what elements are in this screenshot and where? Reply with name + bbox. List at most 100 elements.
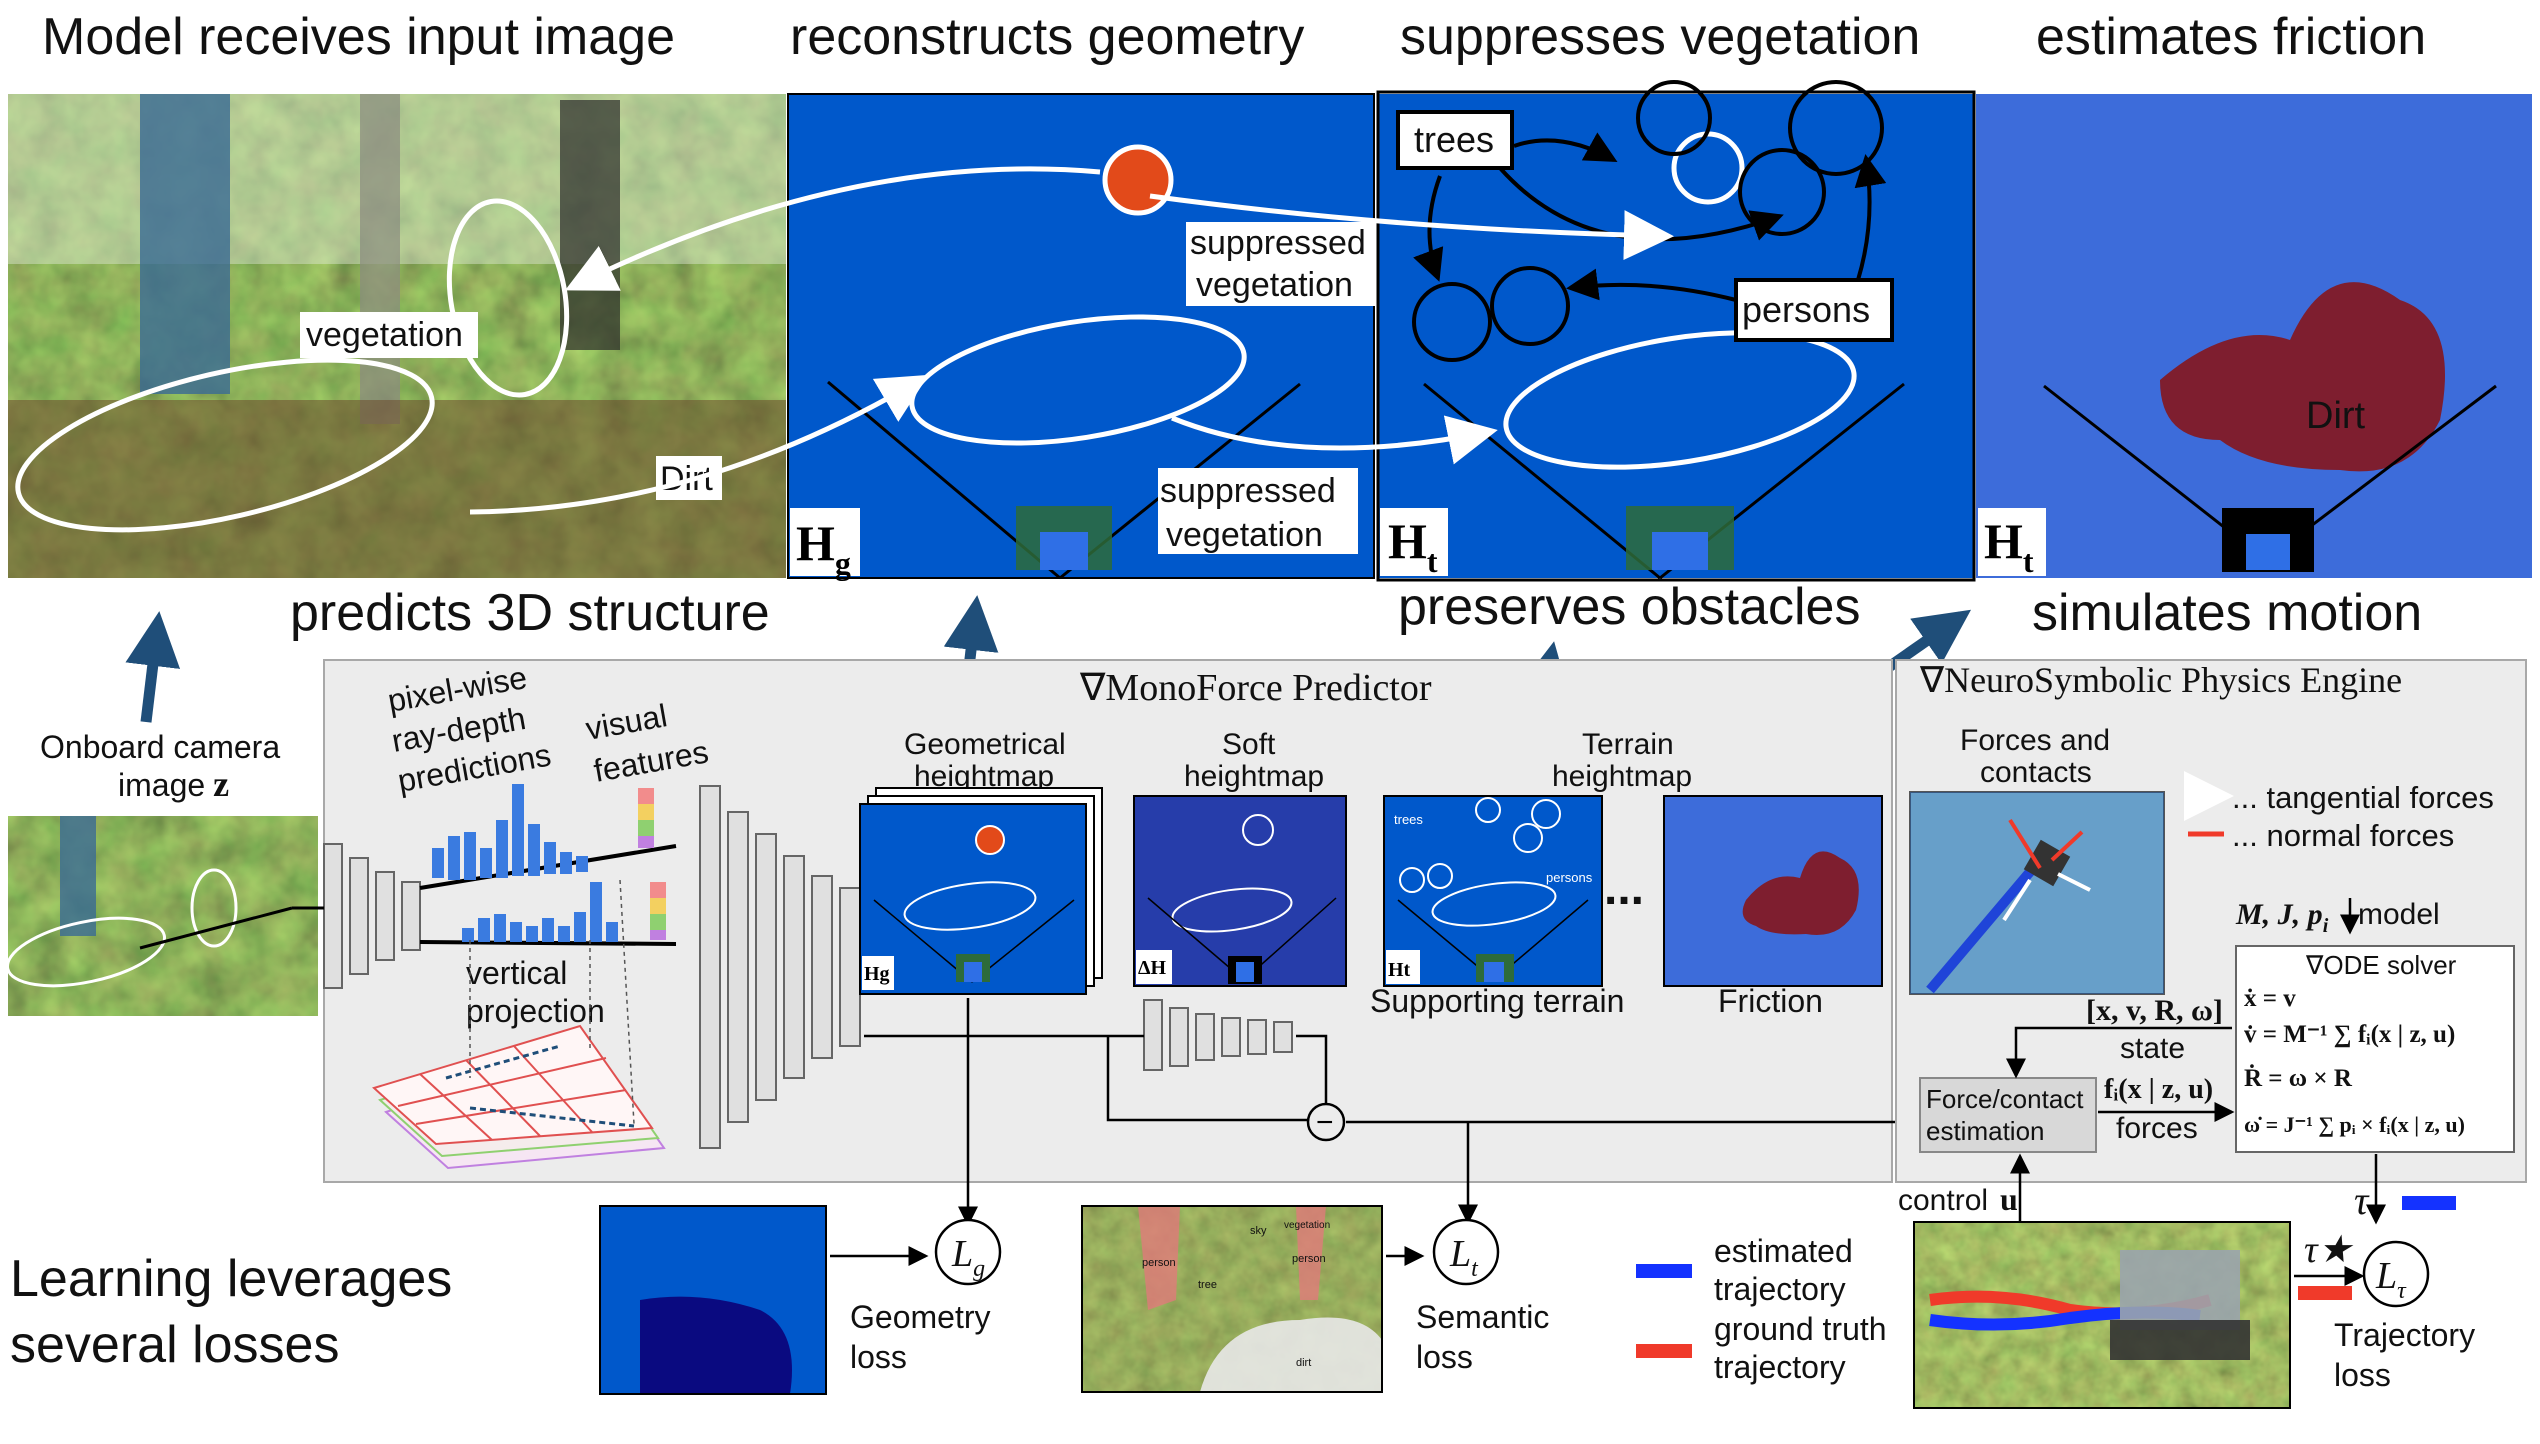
seg-person-1: person bbox=[1142, 1257, 1176, 1269]
person-figure bbox=[560, 100, 620, 350]
subtract-symbol: − bbox=[1316, 1106, 1334, 1139]
cross-panel-arrows bbox=[469, 166, 1674, 515]
seg-dirt: dirt bbox=[1296, 1357, 1311, 1369]
loss-node-semantic: Lt bbox=[1432, 1218, 1500, 1286]
ode-title: ∇ODE solver bbox=[2305, 950, 2457, 980]
terrain-heightmap-panel: trees persons Ht bbox=[1376, 80, 1976, 582]
force-contact-box: Force/contact estimation bbox=[1919, 1077, 2097, 1153]
label-semantic-loss-2: loss bbox=[1416, 1339, 1473, 1375]
label-friction: Friction bbox=[1718, 983, 1823, 1019]
label-projection: projection bbox=[466, 993, 605, 1029]
person-figure bbox=[140, 94, 230, 394]
friction-thumb bbox=[1663, 795, 1883, 987]
label-control: control u bbox=[1898, 1181, 2018, 1217]
label-vertical: vertical bbox=[466, 955, 567, 991]
tree-blob bbox=[1102, 144, 1174, 216]
monoforce-title: ∇MonoForce Predictor bbox=[1079, 667, 1432, 709]
camera-thumbnail bbox=[5, 816, 318, 1016]
ode-solver-box: ∇ODE solver ẋ = v v̇ = M⁻¹ ∑ fᵢ(x | z, u… bbox=[2235, 945, 2515, 1153]
physics-connections bbox=[2006, 1026, 2386, 1270]
ellipsis: ... bbox=[1604, 862, 1644, 915]
legend-gt-swatch bbox=[1636, 1344, 1692, 1358]
label-soft: Soft bbox=[1222, 728, 1276, 761]
title-simulates-motion: simulates motion bbox=[2032, 584, 2422, 642]
seg-person-2: person bbox=[1292, 1253, 1326, 1265]
label-trajectory-loss-2: loss bbox=[2334, 1357, 2391, 1393]
label-geometry-loss-2: loss bbox=[850, 1339, 907, 1375]
depth-histogram-lower bbox=[462, 882, 618, 942]
thumb-hg: Hg bbox=[864, 963, 890, 985]
tau-symbol: τ bbox=[2354, 1178, 2370, 1223]
ht-symbol-friction: Ht bbox=[1984, 513, 2034, 579]
svg-text:Lt: Lt bbox=[1449, 1233, 1479, 1282]
thumb-trees: trees bbox=[1394, 812, 1423, 827]
vegetation-ellipse bbox=[446, 198, 570, 398]
seg-tree: tree bbox=[1198, 1279, 1217, 1291]
title-predicts-3d: predicts 3D structure bbox=[290, 584, 770, 642]
monoforce-connections bbox=[864, 998, 1898, 1227]
depth-histogram-upper bbox=[432, 784, 588, 880]
vegetation-ellipse bbox=[15, 357, 435, 533]
photo-label-vegetation: vegetation bbox=[306, 316, 463, 354]
thumb-ht: Ht bbox=[1388, 959, 1411, 981]
label-trees: trees bbox=[1414, 119, 1494, 160]
legend-estimated-1: estimated bbox=[1714, 1233, 1853, 1269]
seg-sky: sky bbox=[1250, 1225, 1267, 1237]
title-estimates-friction: estimates friction bbox=[2036, 8, 2426, 66]
model-vars: M, J, pi bbox=[2235, 898, 2329, 937]
label-state: state bbox=[2120, 1032, 2185, 1065]
ode-eq1: ẋ = v bbox=[2244, 985, 2296, 1012]
suppressed-label-2b: vegetation bbox=[1166, 516, 1323, 554]
label-model: model bbox=[2358, 898, 2440, 931]
projection-grid bbox=[372, 879, 666, 1170]
encoder-blocks bbox=[323, 843, 421, 989]
label-forces-and: Forces and bbox=[1960, 724, 2110, 757]
thumb-dh: ΔH bbox=[1138, 957, 1167, 979]
svg-text:Lτ: Lτ bbox=[2375, 1255, 2407, 1304]
geometry-gt-map bbox=[599, 1205, 827, 1395]
label-persons: persons bbox=[1742, 289, 1870, 330]
label-semantic-loss: Semantic bbox=[1416, 1299, 1549, 1335]
legend-estimated-swatch bbox=[1636, 1264, 1692, 1278]
fc-line1: Force/contact bbox=[1926, 1084, 2084, 1114]
label-supporting-terrain: Supporting terrain bbox=[1370, 983, 1624, 1019]
legend-gt-2: trajectory bbox=[1714, 1349, 1846, 1385]
friction-map-panel: Dirt Ht bbox=[1976, 94, 2532, 579]
input-camera-photo: vegetation Dirt bbox=[8, 94, 786, 578]
terrain-heightmap-thumb: trees persons Ht bbox=[1383, 795, 1603, 987]
label-trajectory-loss: Trajectory bbox=[2334, 1317, 2475, 1353]
camera-label-line1: Onboard camera bbox=[40, 729, 280, 765]
label-contacts: contacts bbox=[1980, 756, 2092, 789]
tau-star-symbol: τ★ bbox=[2304, 1229, 2354, 1271]
losses-heading-line1: Learning leverages bbox=[10, 1250, 452, 1308]
title-reconstructs-geometry: reconstructs geometry bbox=[790, 8, 1304, 66]
label-geometry-loss: Geometry bbox=[850, 1299, 990, 1335]
legend-normal: ... normal forces bbox=[2232, 818, 2454, 853]
legend-gt-1: ground truth bbox=[1714, 1311, 1887, 1347]
dirt-region bbox=[2160, 282, 2445, 472]
fc-line2: estimation bbox=[1926, 1116, 2045, 1146]
loss-node-geometry: Lg bbox=[934, 1218, 1002, 1286]
legend-estimated-2: trajectory bbox=[1714, 1271, 1846, 1307]
suppressed-label-1: suppressed bbox=[1190, 224, 1366, 262]
title-input-image: Model receives input image bbox=[42, 8, 675, 66]
decoder-blocks bbox=[1143, 999, 1293, 1071]
tau-star-swatch bbox=[2298, 1286, 2352, 1300]
suppressed-label-1b: vegetation bbox=[1196, 266, 1353, 304]
friction-label-dirt: Dirt bbox=[2306, 395, 2366, 437]
title-suppresses-vegetation: suppresses vegetation bbox=[1400, 8, 1920, 66]
label-terrain: Terrain bbox=[1582, 728, 1674, 761]
geometry-heightmap-panel: Hg suppressed vegetation suppressed vege… bbox=[787, 93, 1376, 581]
thumb-persons: persons bbox=[1546, 870, 1593, 885]
svg-text:Lg: Lg bbox=[951, 1233, 985, 1282]
camera-label-line2: image z bbox=[118, 764, 229, 804]
subtract-node bbox=[1306, 1102, 1346, 1142]
soft-heightmap: ΔH bbox=[1133, 795, 1347, 987]
label-geometrical: Geometrical bbox=[904, 728, 1066, 761]
suppressed-label-2: suppressed bbox=[1160, 472, 1336, 510]
contact-mesh bbox=[1909, 791, 2165, 995]
physics-title: ∇NeuroSymbolic Physics Engine bbox=[1919, 660, 2402, 700]
tau-swatch bbox=[2402, 1196, 2456, 1210]
label-heightmap-terrain: heightmap bbox=[1552, 760, 1692, 793]
